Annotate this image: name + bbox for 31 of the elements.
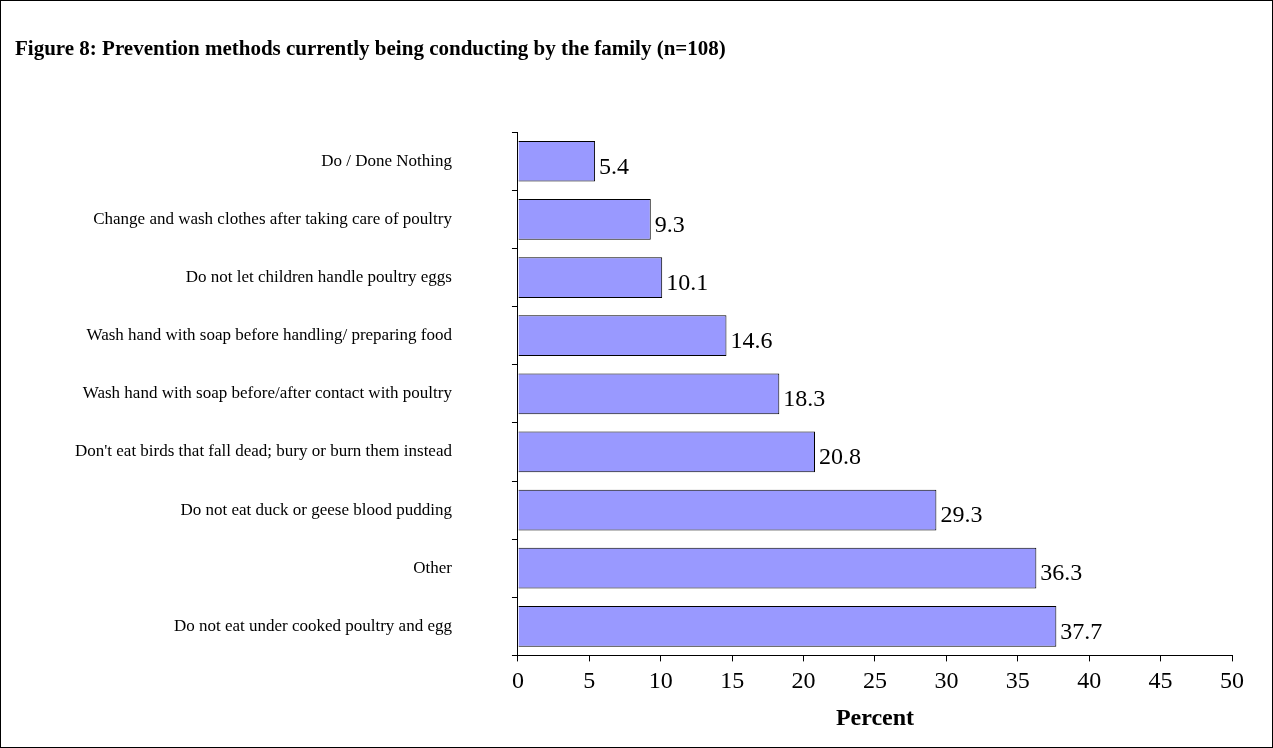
x-tick-label: 5: [583, 667, 596, 694]
y-tick-label: Do / Done Nothing: [321, 150, 453, 170]
data-label: 5.4: [599, 152, 630, 179]
x-axis-title: Percent: [835, 703, 915, 730]
y-tick-label: Change and wash clothes after taking care of poultry: [93, 208, 453, 228]
y-tick-label: Do not eat duck or geese blood pudding: [180, 499, 453, 519]
y-tick-label: Wash hand with soap before handling/ preparing food: [86, 325, 453, 345]
data-label: 14.6: [730, 326, 773, 353]
data-label: 18.3: [783, 385, 826, 412]
x-tick-label: 20: [791, 667, 816, 694]
x-tick-label: 50: [1220, 667, 1244, 694]
x-tick-label: 15: [720, 667, 745, 694]
y-tick-label: Other: [413, 557, 453, 577]
data-label: 9.3: [654, 210, 685, 237]
y-tick-label: Wash hand with soap before/after contact with poultry: [82, 383, 453, 403]
x-tick-label: 25: [862, 667, 887, 694]
x-tick-label: 40: [1077, 667, 1102, 694]
data-label: 20.8: [819, 443, 861, 470]
data-label: 36.3: [1040, 559, 1083, 586]
x-tick-label: 35: [1005, 667, 1030, 694]
y-tick-label: Don't eat birds that fall dead; bury or burn them instead: [74, 441, 453, 461]
x-tick-label: 45: [1148, 667, 1173, 694]
data-label: 29.3: [940, 501, 983, 528]
y-tick-label: Do not let children handle poultry eggs: [185, 267, 452, 286]
x-tick-label: 10: [648, 667, 673, 694]
x-tick-label: 0: [511, 667, 524, 694]
chart-title: Figure 8: Prevention methods currently being conducting by the family (n=108): [15, 36, 726, 61]
y-tick-label: Do not eat under cooked poultry and egg: [173, 615, 453, 635]
x-tick-label: 30: [934, 667, 959, 694]
data-label: 37.7: [1060, 617, 1103, 644]
data-label: 10.1: [666, 268, 709, 295]
